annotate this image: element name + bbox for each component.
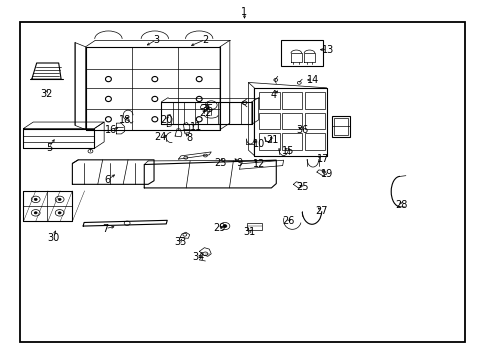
Text: 12: 12: [252, 159, 265, 169]
Text: 18: 18: [118, 114, 131, 125]
Text: 6: 6: [104, 175, 110, 185]
Text: 28: 28: [394, 200, 407, 210]
Bar: [20, 22, 464, 342]
Text: 11: 11: [189, 122, 202, 132]
Text: 19: 19: [320, 168, 332, 179]
Bar: [305, 92, 325, 109]
Bar: [282, 113, 302, 130]
Text: 20: 20: [160, 114, 172, 125]
Text: 34: 34: [191, 252, 204, 262]
Bar: [246, 223, 261, 230]
Bar: [305, 133, 325, 150]
Text: 15: 15: [282, 146, 294, 156]
Text: 5: 5: [46, 143, 52, 153]
Text: 23: 23: [213, 158, 226, 168]
Circle shape: [58, 212, 61, 214]
Text: 33: 33: [173, 237, 186, 247]
Circle shape: [58, 198, 61, 201]
Text: 24: 24: [154, 132, 166, 142]
Text: 13: 13: [321, 45, 333, 55]
Text: 32: 32: [40, 89, 53, 99]
Circle shape: [223, 225, 226, 228]
Bar: [305, 113, 325, 130]
Text: 27: 27: [315, 206, 327, 216]
Text: 8: 8: [186, 132, 192, 143]
Text: 31: 31: [243, 227, 255, 237]
Text: 36: 36: [295, 125, 308, 135]
Bar: [331, 116, 349, 137]
Text: 10: 10: [252, 139, 265, 149]
Text: 22: 22: [199, 108, 211, 118]
Text: 35: 35: [201, 104, 214, 114]
Bar: [281, 40, 322, 66]
Text: 2: 2: [202, 35, 208, 45]
Text: 17: 17: [316, 154, 328, 164]
Bar: [282, 133, 302, 150]
Bar: [259, 92, 279, 109]
Bar: [259, 133, 279, 150]
Text: 1: 1: [241, 7, 247, 17]
Circle shape: [34, 212, 37, 214]
Text: 21: 21: [266, 135, 279, 145]
Bar: [333, 118, 347, 135]
Bar: [282, 92, 302, 109]
Text: 7: 7: [102, 224, 108, 234]
Text: 14: 14: [306, 75, 319, 85]
Text: 3: 3: [153, 35, 159, 45]
Text: 16: 16: [105, 125, 118, 135]
Text: 9: 9: [236, 158, 242, 168]
Circle shape: [34, 198, 37, 201]
Text: 25: 25: [295, 182, 308, 192]
Text: 29: 29: [212, 222, 225, 233]
Bar: [259, 113, 279, 130]
Text: 30: 30: [47, 233, 60, 243]
Text: 26: 26: [282, 216, 294, 226]
Text: 4: 4: [270, 90, 276, 100]
